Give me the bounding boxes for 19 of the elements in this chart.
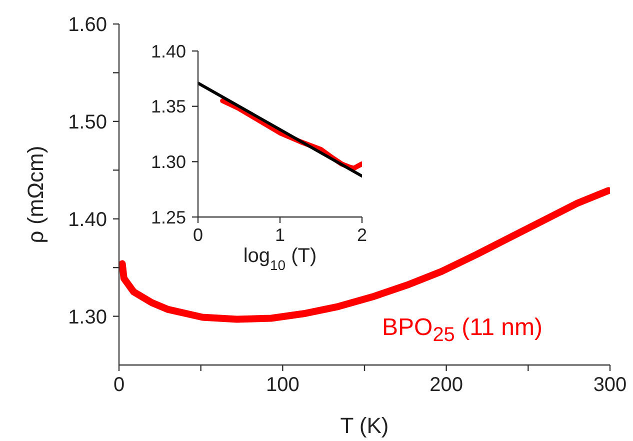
x-tick-label: 0: [192, 225, 204, 246]
y-tick-label: 1.25: [150, 207, 186, 228]
y-tick-label: 1.35: [150, 96, 186, 117]
y-tick-label: 1.40: [150, 41, 186, 62]
x-tick-label: 300: [593, 374, 627, 396]
x-axis-title: T (K): [340, 413, 389, 438]
y-tick-label: 1.30: [150, 152, 186, 172]
x-tick-label: 1: [274, 225, 286, 246]
y-tick-label: 1.30: [68, 306, 107, 328]
series-label: BPO$_{25}$ (11 nm): [382, 314, 543, 347]
x-tick-label: 0: [113, 374, 125, 396]
x-tick-label: 100: [266, 374, 300, 396]
x-axis-title: log$_{10}$ (T): [243, 245, 317, 273]
y-tick-label: 1.50: [68, 111, 107, 134]
x-tick-label: 2: [356, 225, 368, 246]
x-tick-label: 200: [430, 374, 464, 396]
y-tick-label: 1.40: [68, 208, 107, 231]
y-axis-title: ρ (mΩcm): [23, 146, 48, 244]
y-tick-label: 1.60: [68, 14, 107, 36]
